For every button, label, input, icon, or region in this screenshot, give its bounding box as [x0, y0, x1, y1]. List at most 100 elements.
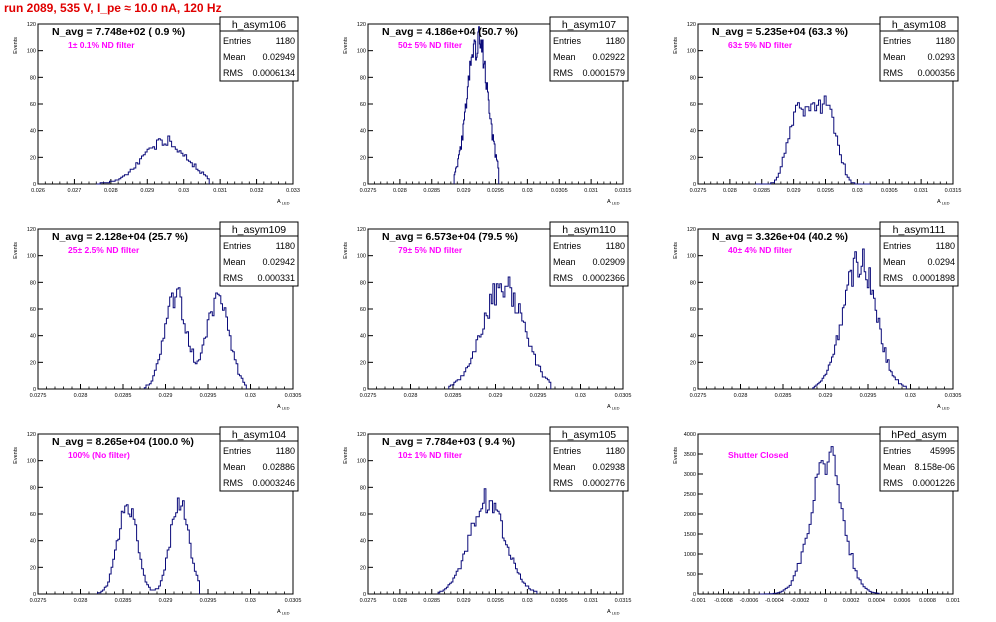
- filter-annotation: 100% (No filter): [68, 450, 130, 460]
- y-tick-label: 0: [693, 387, 696, 393]
- x-tick-label: 0.031: [584, 188, 598, 194]
- stats-value: 0.0001226: [912, 478, 955, 488]
- stats-label: Mean: [883, 257, 906, 267]
- stats-box: h_asym104 Entries 1180 Mean 0.02886 RMS 0.0003…: [219, 426, 299, 492]
- stats-box-frame: [219, 426, 299, 492]
- filter-annotation: 50± 5% ND filter: [398, 40, 463, 50]
- stats-box: h_asym106 Entries 1180 Mean 0.02949 RMS 0.0006…: [219, 16, 299, 82]
- x-tick-label: 0.0004: [868, 598, 885, 604]
- stats-value: 1180: [606, 446, 625, 456]
- stats-box: h_asym110 Entries 1180 Mean 0.02909 RMS 0.0002…: [549, 221, 629, 287]
- x-axis-label: A LED: [937, 404, 950, 411]
- y-tick-label: 60: [360, 102, 366, 108]
- y-axis-label: Events: [673, 242, 679, 259]
- stats-title: h_asym110: [562, 224, 616, 236]
- x-axis-label: A LED: [607, 404, 620, 411]
- x-tick-label: 0.029: [819, 393, 833, 399]
- x-tick-label: 0.028: [74, 598, 88, 604]
- histogram-panel-h_asym111: 0.0275 0.028 0.0285 0.029 0.0295 0.03 0.0305 0 2…: [673, 221, 961, 411]
- histogram-series: [143, 287, 247, 389]
- y-tick-label: 0: [33, 182, 36, 188]
- x-tick-label: 0.029: [140, 188, 154, 194]
- histogram-panel-h_asym107: 0.0275 0.028 0.0285 0.029 0.0295 0.03 0.0305 0.…: [343, 16, 632, 206]
- x-axis-label: A LED: [607, 199, 620, 206]
- stats-label: RMS: [223, 478, 243, 488]
- y-tick-label: 60: [30, 307, 36, 313]
- stats-title: h_asym104: [232, 429, 286, 441]
- y-tick-label: 20: [360, 155, 366, 161]
- y-tick-label: 60: [30, 512, 36, 518]
- x-tick-label: 0.0315: [615, 188, 632, 194]
- x-tick-label: 0.0275: [360, 393, 377, 399]
- stats-value: 1180: [936, 241, 955, 251]
- y-tick-label: 40: [360, 539, 366, 545]
- run-title: run 2089, 535 V, I_pe ≈ 10.0 nA, 120 Hz: [4, 1, 222, 15]
- stats-value: 0.02949: [262, 52, 295, 62]
- histogram-panel-hPed_asym: -0.001 -0.0008 -0.0006 -0.0004 -0.0002 0 0.000…: [673, 426, 960, 604]
- stats-box-frame: [879, 221, 959, 287]
- stats-label: Entries: [553, 241, 582, 251]
- x-tick-label: 0.0002: [843, 598, 860, 604]
- x-tick-label: 0.0008: [919, 598, 936, 604]
- x-tick-label: 0.001: [946, 598, 960, 604]
- x-tick-label: 0.0295: [200, 598, 217, 604]
- stats-value: 1180: [606, 36, 625, 46]
- x-tick-label: 0.0305: [285, 393, 302, 399]
- y-tick-label: 120: [687, 22, 696, 28]
- stats-value: 1180: [276, 36, 295, 46]
- x-tick-label: 0.031: [584, 598, 598, 604]
- y-tick-label: 120: [687, 227, 696, 233]
- stats-value: 0.000356: [917, 68, 955, 78]
- x-tick-label: 0.027: [68, 188, 82, 194]
- y-tick-label: 0: [33, 387, 36, 393]
- stats-label: Entries: [553, 446, 582, 456]
- stats-title: hPed_asym: [891, 429, 947, 441]
- stats-label: RMS: [553, 478, 573, 488]
- y-tick-label: 40: [690, 334, 696, 340]
- x-tick-label: 0.029: [787, 188, 801, 194]
- x-tick-label: 0.03: [245, 598, 256, 604]
- x-tick-label: -0.0002: [791, 598, 810, 604]
- stats-label: RMS: [883, 68, 903, 78]
- y-tick-label: 100: [687, 254, 696, 260]
- stats-label: RMS: [553, 273, 573, 283]
- y-tick-label: 20: [360, 360, 366, 366]
- x-tick-label: 0.028: [74, 393, 88, 399]
- stats-box: hPed_asym Entries 45995 Mean 8.158e-06 RMS 0.0…: [879, 426, 959, 492]
- y-tick-label: 3000: [684, 472, 696, 478]
- stats-label: RMS: [223, 68, 243, 78]
- y-axis-label: Events: [13, 447, 19, 464]
- stats-label: Mean: [883, 462, 906, 472]
- y-tick-label: 60: [360, 307, 366, 313]
- histogram-series: [755, 95, 871, 185]
- y-tick-label: 120: [27, 227, 36, 233]
- y-tick-label: 60: [30, 102, 36, 108]
- x-tick-label: 0.031: [914, 188, 928, 194]
- stats-label: RMS: [553, 68, 573, 78]
- x-tick-label: 0.029: [457, 598, 471, 604]
- stats-value: 1180: [606, 241, 625, 251]
- n-avg-label: N_avg = 2.128e+04 (25.7 %): [52, 231, 188, 243]
- x-tick-label: 0.0295: [530, 393, 547, 399]
- stats-label: RMS: [223, 273, 243, 283]
- y-tick-label: 0: [363, 182, 366, 188]
- y-tick-label: 40: [690, 129, 696, 135]
- stats-box: h_asym109 Entries 1180 Mean 0.02942 RMS 0.0003…: [219, 221, 299, 287]
- x-tick-label: 0.0295: [200, 393, 217, 399]
- y-tick-label: 500: [687, 572, 696, 578]
- y-tick-label: 80: [690, 75, 696, 81]
- x-tick-label: 0.03: [522, 188, 533, 194]
- histogram-series: [453, 26, 500, 184]
- y-tick-label: 40: [30, 334, 36, 340]
- stats-value: 0.0294: [927, 257, 955, 267]
- x-tick-label: 0.031: [213, 188, 227, 194]
- stats-value: 1180: [276, 446, 295, 456]
- filter-annotation: 1± 0.1% ND filter: [68, 40, 135, 50]
- stats-box-frame: [549, 16, 629, 82]
- x-tick-label: -0.0006: [740, 598, 759, 604]
- filter-annotation: Shutter Closed: [728, 450, 788, 460]
- y-axis-label: Events: [673, 447, 679, 464]
- x-tick-label: 0.028: [104, 188, 118, 194]
- stats-box: h_asym105 Entries 1180 Mean 0.02938 RMS 0.0002…: [549, 426, 629, 492]
- x-tick-label: 0.0275: [690, 188, 707, 194]
